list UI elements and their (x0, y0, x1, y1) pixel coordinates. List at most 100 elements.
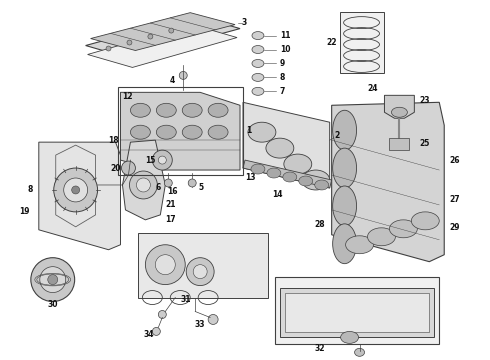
Ellipse shape (341, 332, 359, 343)
Ellipse shape (182, 103, 202, 117)
Text: 24: 24 (367, 84, 377, 93)
Polygon shape (91, 13, 235, 50)
Circle shape (155, 255, 175, 275)
Circle shape (31, 258, 74, 302)
Bar (119, 87, 243, 175)
Text: 19: 19 (19, 207, 30, 216)
Text: 16: 16 (167, 188, 178, 197)
Ellipse shape (392, 107, 407, 117)
Text: 34: 34 (143, 330, 154, 339)
Circle shape (127, 40, 132, 45)
Text: 5: 5 (198, 184, 203, 193)
Ellipse shape (333, 148, 357, 188)
Ellipse shape (412, 212, 439, 230)
Ellipse shape (251, 164, 265, 174)
Text: 6: 6 (155, 184, 160, 193)
Text: 8: 8 (27, 185, 33, 194)
Text: 17: 17 (165, 215, 176, 224)
Polygon shape (243, 160, 332, 188)
Polygon shape (39, 142, 121, 250)
Bar (390, 138, 409, 150)
Circle shape (186, 258, 214, 285)
Bar (138, 233, 268, 298)
Text: 33: 33 (195, 320, 205, 329)
Text: 29: 29 (449, 223, 460, 232)
Polygon shape (122, 140, 165, 220)
Circle shape (72, 186, 80, 194)
Ellipse shape (315, 180, 329, 190)
Ellipse shape (252, 59, 264, 67)
Text: 14: 14 (272, 190, 283, 199)
Text: 9: 9 (280, 59, 285, 68)
Polygon shape (332, 102, 444, 262)
Text: 12: 12 (122, 92, 133, 101)
Ellipse shape (284, 154, 312, 174)
Text: 11: 11 (280, 31, 291, 40)
Ellipse shape (283, 172, 297, 182)
Ellipse shape (130, 125, 150, 139)
Text: 1: 1 (246, 126, 251, 135)
Ellipse shape (252, 87, 264, 95)
Ellipse shape (302, 170, 330, 190)
Text: 26: 26 (449, 156, 460, 165)
Ellipse shape (252, 32, 264, 40)
Text: 23: 23 (419, 96, 430, 105)
Circle shape (54, 168, 98, 212)
Polygon shape (285, 293, 429, 332)
Text: 21: 21 (165, 201, 176, 210)
Circle shape (48, 275, 58, 285)
Text: 8: 8 (280, 73, 285, 82)
Ellipse shape (299, 176, 313, 186)
Ellipse shape (156, 103, 176, 117)
Circle shape (146, 245, 185, 285)
Text: 22: 22 (326, 38, 337, 47)
Ellipse shape (355, 348, 365, 356)
Ellipse shape (345, 236, 373, 254)
Circle shape (64, 178, 88, 202)
Polygon shape (385, 95, 415, 118)
Polygon shape (86, 15, 240, 58)
Text: 31: 31 (181, 294, 192, 303)
Text: 7: 7 (280, 87, 285, 96)
Text: 32: 32 (315, 345, 325, 354)
Circle shape (40, 267, 66, 293)
Circle shape (136, 178, 150, 192)
Ellipse shape (182, 125, 202, 139)
Polygon shape (88, 24, 237, 67)
Text: 13: 13 (245, 172, 255, 181)
Circle shape (152, 328, 160, 336)
Ellipse shape (208, 103, 228, 117)
Ellipse shape (252, 45, 264, 54)
Ellipse shape (390, 220, 417, 238)
Ellipse shape (368, 228, 395, 246)
Ellipse shape (208, 125, 228, 139)
Circle shape (169, 28, 174, 33)
Ellipse shape (130, 103, 150, 117)
Polygon shape (280, 288, 434, 337)
Text: 4: 4 (170, 76, 175, 85)
Polygon shape (243, 102, 330, 188)
Text: 3: 3 (242, 18, 247, 27)
Text: 18: 18 (108, 136, 119, 145)
Text: 2: 2 (335, 131, 340, 140)
Ellipse shape (266, 138, 294, 158)
Ellipse shape (248, 122, 276, 142)
Circle shape (158, 156, 166, 164)
Bar (340, 12, 385, 73)
Text: 28: 28 (314, 220, 325, 229)
Circle shape (129, 171, 157, 199)
Ellipse shape (252, 73, 264, 81)
Circle shape (106, 46, 111, 51)
Bar (275, 276, 439, 345)
Circle shape (148, 34, 153, 39)
Text: 20: 20 (110, 163, 121, 172)
Ellipse shape (267, 168, 281, 178)
Circle shape (193, 265, 207, 279)
Text: 30: 30 (48, 300, 58, 309)
Circle shape (158, 310, 166, 319)
Ellipse shape (333, 186, 357, 226)
Ellipse shape (156, 125, 176, 139)
Text: 15: 15 (145, 156, 155, 165)
Text: 25: 25 (419, 139, 430, 148)
Circle shape (152, 150, 172, 170)
